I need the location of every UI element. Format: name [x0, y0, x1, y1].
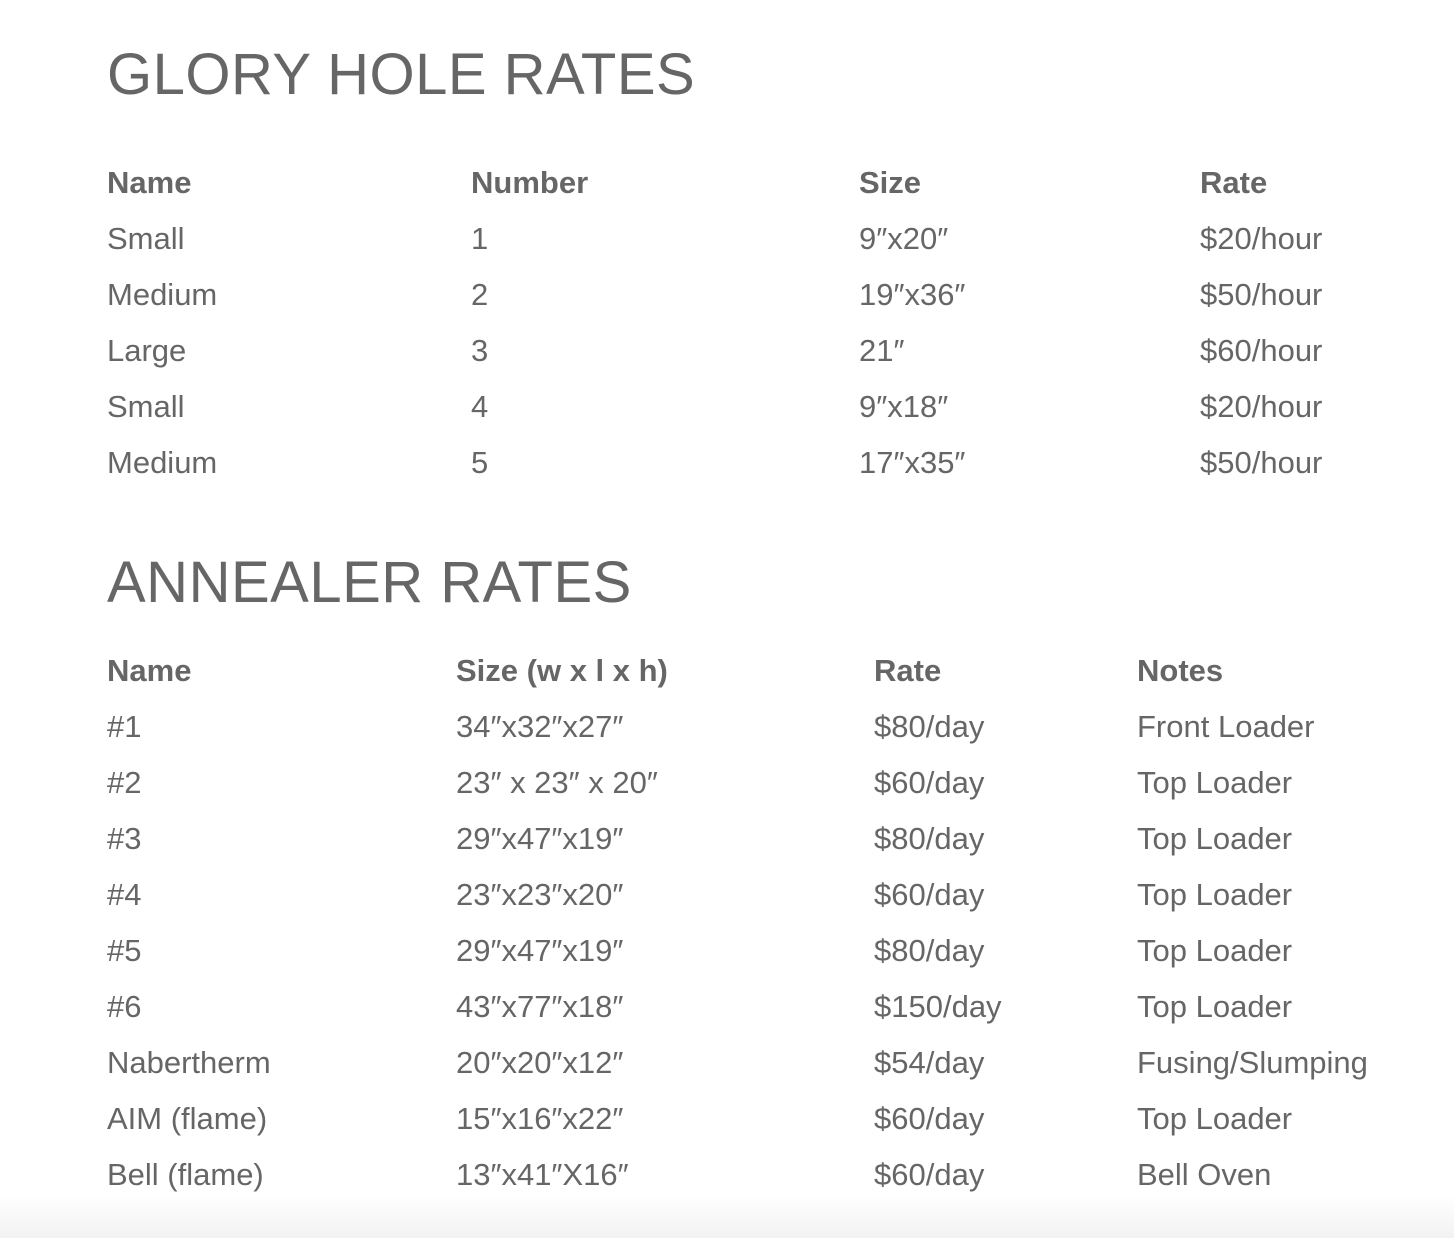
cell-notes: Top Loader [1137, 1101, 1293, 1136]
annealer-rates-heading: ANNEALER RATES [107, 550, 632, 615]
table-row: AIM (flame) 15″x16″x22″ $60/day Top Load… [107, 1091, 1447, 1147]
cell-size: 15″x16″x22″ [456, 1101, 624, 1136]
cell-number: 2 [471, 277, 489, 312]
table-row: Large 3 21″ $60/hour [107, 323, 1407, 379]
cell-rate: $20/hour [1200, 221, 1323, 256]
cell-size: 17″x35″ [859, 445, 966, 480]
table-row: #6 43″x77″x18″ $150/day Top Loader [107, 979, 1447, 1035]
cell-name: Small [107, 389, 185, 424]
cell-size: 23″x23″x20″ [456, 877, 624, 912]
table-row: #3 29″x47″x19″ $80/day Top Loader [107, 811, 1447, 867]
table-row: #4 23″x23″x20″ $60/day Top Loader [107, 867, 1447, 923]
cell-notes: Top Loader [1137, 933, 1293, 968]
cell-number: 5 [471, 445, 489, 480]
cell-notes: Top Loader [1137, 877, 1293, 912]
cell-name: Large [107, 333, 187, 368]
cell-number: 3 [471, 333, 489, 368]
cell-rate: $80/day [874, 933, 985, 968]
cell-size: 23″ x 23″ x 20″ [456, 765, 658, 800]
table-row: #5 29″x47″x19″ $80/day Top Loader [107, 923, 1447, 979]
cell-name: #4 [107, 877, 142, 912]
table-row: Bell (flame) 13″x41″X16″ $60/day Bell Ov… [107, 1147, 1447, 1203]
glory-hole-rates-table: Name Number Size Rate Small 1 9″x20″ $20… [107, 155, 1407, 491]
cell-rate: $80/day [874, 709, 985, 744]
table-row: #1 34″x32″x27″ $80/day Front Loader [107, 699, 1447, 755]
annealer-rates-table: Name Size (w x l x h) Rate Notes #1 34″x… [107, 643, 1447, 1203]
cell-size: 19″x36″ [859, 277, 966, 312]
header-name: Name [107, 165, 192, 200]
header-name: Name [107, 653, 192, 688]
cell-size: 29″x47″x19″ [456, 933, 624, 968]
header-number: Number [471, 165, 589, 200]
table-row: Small 1 9″x20″ $20/hour [107, 211, 1407, 267]
cell-notes: Fusing/Slumping [1137, 1045, 1368, 1080]
cell-name: #5 [107, 933, 142, 968]
table-row: Medium 2 19″x36″ $50/hour [107, 267, 1407, 323]
table-header-row: Name Size (w x l x h) Rate Notes [107, 643, 1447, 699]
cell-name: Bell (flame) [107, 1157, 264, 1192]
table-header-row: Name Number Size Rate [107, 155, 1407, 211]
cell-size: 9″x20″ [859, 221, 949, 256]
cell-notes: Top Loader [1137, 821, 1293, 856]
cell-name: Nabertherm [107, 1045, 271, 1080]
cell-name: Medium [107, 277, 218, 312]
cell-size: 9″x18″ [859, 389, 949, 424]
cell-size: 29″x47″x19″ [456, 821, 624, 856]
cell-rate: $60/hour [1200, 333, 1323, 368]
cell-size: 13″x41″X16″ [456, 1157, 629, 1192]
table-row: #2 23″ x 23″ x 20″ $60/day Top Loader [107, 755, 1447, 811]
cell-rate: $60/day [874, 1101, 985, 1136]
cell-number: 1 [471, 221, 489, 256]
cell-rate: $60/day [874, 877, 985, 912]
cell-rate: $54/day [874, 1045, 985, 1080]
cell-notes: Top Loader [1137, 765, 1293, 800]
cell-number: 4 [471, 389, 489, 424]
header-notes: Notes [1137, 653, 1224, 688]
cell-rate: $60/day [874, 765, 985, 800]
cell-notes: Bell Oven [1137, 1157, 1272, 1192]
cell-size: 34″x32″x27″ [456, 709, 624, 744]
cell-name: #6 [107, 989, 142, 1024]
cell-rate: $150/day [874, 989, 1002, 1024]
cell-notes: Front Loader [1137, 709, 1315, 744]
cell-name: #2 [107, 765, 142, 800]
cell-size: 20″x20″x12″ [456, 1045, 624, 1080]
cell-name: #1 [107, 709, 142, 744]
header-rate: Rate [874, 653, 942, 688]
cell-size: 21″ [859, 333, 905, 368]
cell-notes: Top Loader [1137, 989, 1293, 1024]
table-row: Small 4 9″x18″ $20/hour [107, 379, 1407, 435]
header-rate: Rate [1200, 165, 1268, 200]
cell-rate: $60/day [874, 1157, 985, 1192]
cell-size: 43″x77″x18″ [456, 989, 624, 1024]
glory-hole-rates-heading: GLORY HOLE RATES [107, 42, 696, 107]
cell-rate: $20/hour [1200, 389, 1323, 424]
cell-name: #3 [107, 821, 142, 856]
header-size: Size (w x l x h) [456, 653, 668, 688]
table-row: Medium 5 17″x35″ $50/hour [107, 435, 1407, 491]
table-row: Nabertherm 20″x20″x12″ $54/day Fusing/Sl… [107, 1035, 1447, 1091]
cell-rate: $50/hour [1200, 445, 1323, 480]
cell-rate: $80/day [874, 821, 985, 856]
header-size: Size [859, 165, 922, 200]
cell-name: AIM (flame) [107, 1101, 268, 1136]
cell-rate: $50/hour [1200, 277, 1323, 312]
cell-name: Medium [107, 445, 218, 480]
cell-name: Small [107, 221, 185, 256]
